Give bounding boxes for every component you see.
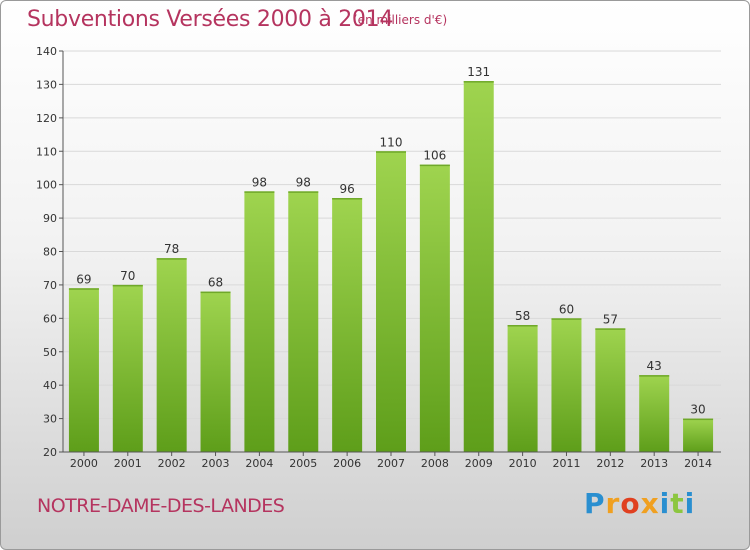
bar-2007 (376, 151, 406, 452)
bar-top-edge (551, 318, 582, 320)
chart-subtitle: (en milliers d'€) (353, 13, 448, 27)
bar-2011 (551, 318, 582, 452)
bar-top-edge (200, 291, 231, 294)
logo-letter: r (605, 487, 621, 520)
x-tick-label: 2007 (377, 457, 405, 470)
bar-top-edge (419, 164, 450, 167)
bar-top-edge (507, 325, 538, 327)
bar-2001 (112, 284, 143, 452)
labels: 69 70 78 68 98 98 96 110 106 131 58 60 57 43 30 (76, 65, 705, 417)
y-tick-label: 60 (43, 312, 57, 325)
bar-2010 (507, 325, 538, 452)
y-tick-label: 30 (43, 413, 57, 426)
data-label: 131 (467, 65, 490, 79)
bar-2009 (463, 81, 494, 452)
data-label: 106 (423, 149, 446, 163)
data-label: 98 (296, 175, 311, 189)
x-tick-label: 2004 (245, 457, 273, 470)
bar-top-edge (244, 191, 275, 193)
x-tick-label: 2008 (421, 457, 449, 470)
bar-2000 (68, 288, 99, 452)
data-label: 60 (559, 302, 574, 316)
bar-top-edge (112, 284, 143, 287)
bar-2004 (244, 191, 275, 452)
y-tick-label: 20 (43, 446, 57, 459)
data-label: 69 (76, 272, 91, 286)
logo-letter: P (584, 487, 606, 520)
bar-top-edge (68, 288, 99, 290)
y-tick-label: 40 (43, 379, 57, 392)
chart-title: Subventions Versées 2000 à 2014 (27, 7, 394, 32)
data-label: 30 (690, 403, 705, 417)
bar-top-edge (683, 418, 714, 421)
data-label: 43 (647, 359, 662, 373)
data-label: 58 (515, 309, 530, 323)
bar-2013 (639, 375, 670, 452)
x-tick-label: 2006 (333, 457, 361, 470)
bar-2008 (419, 164, 450, 452)
x-tick-label: 2009 (465, 457, 493, 470)
data-label: 68 (208, 276, 223, 290)
x-tick-label: 2002 (158, 457, 186, 470)
y-tick-label: 100 (36, 179, 57, 192)
x-tick-label: 2000 (70, 457, 98, 470)
logo-letter: i (684, 487, 696, 520)
proxiti-logo[interactable]: Proxiti (584, 487, 695, 520)
x-tick-label: 2005 (289, 457, 317, 470)
data-label: 70 (120, 269, 135, 283)
y-tick-label: 140 (36, 45, 57, 58)
data-label: 96 (339, 182, 354, 196)
bar-2003 (200, 291, 231, 452)
x-tick-label: 2013 (640, 457, 668, 470)
bar-top-edge (288, 191, 319, 193)
x-tick-label: 2003 (202, 457, 230, 470)
data-label: 98 (252, 175, 267, 189)
logo-letter: i (659, 487, 671, 520)
bar-top-edge (595, 328, 626, 330)
data-label: 110 (380, 135, 403, 149)
y-tick-label: 80 (43, 246, 57, 259)
logo-letter: x (640, 487, 660, 520)
bar-top-edge (376, 151, 406, 153)
bar-2002 (156, 258, 187, 452)
y-tick-label: 110 (36, 145, 57, 158)
y-tick-label: 70 (43, 279, 57, 292)
y-tick-label: 50 (43, 346, 57, 359)
bar-top-edge (463, 81, 494, 83)
y-tick-label: 90 (43, 212, 57, 225)
data-label: 57 (603, 312, 618, 326)
bar-2006 (332, 198, 363, 452)
bars (68, 81, 714, 452)
y-tick-label: 120 (36, 112, 57, 125)
bar-2014 (683, 418, 714, 452)
bar-top-edge (639, 375, 670, 377)
logo-letter: o (620, 487, 641, 520)
x-tick-label: 2012 (596, 457, 624, 470)
x-tick-label: 2010 (509, 457, 537, 470)
bar-top-edge (156, 258, 187, 260)
bar-2005 (288, 191, 319, 452)
bar-2012 (595, 328, 626, 452)
x-tick-label: 2001 (114, 457, 142, 470)
y-tick-label: 130 (36, 78, 57, 91)
axes: 20 30 40 50 60 70 80 90 100 110 120 130 140 2000 2001 2… (36, 45, 721, 470)
x-tick-label: 2011 (552, 457, 580, 470)
logo-letter: t (670, 487, 685, 520)
data-label: 78 (164, 242, 179, 256)
bar-top-edge (332, 198, 363, 200)
town-name: NOTRE-DAME-DES-LANDES (37, 495, 285, 517)
x-tick-label: 2014 (684, 457, 712, 470)
